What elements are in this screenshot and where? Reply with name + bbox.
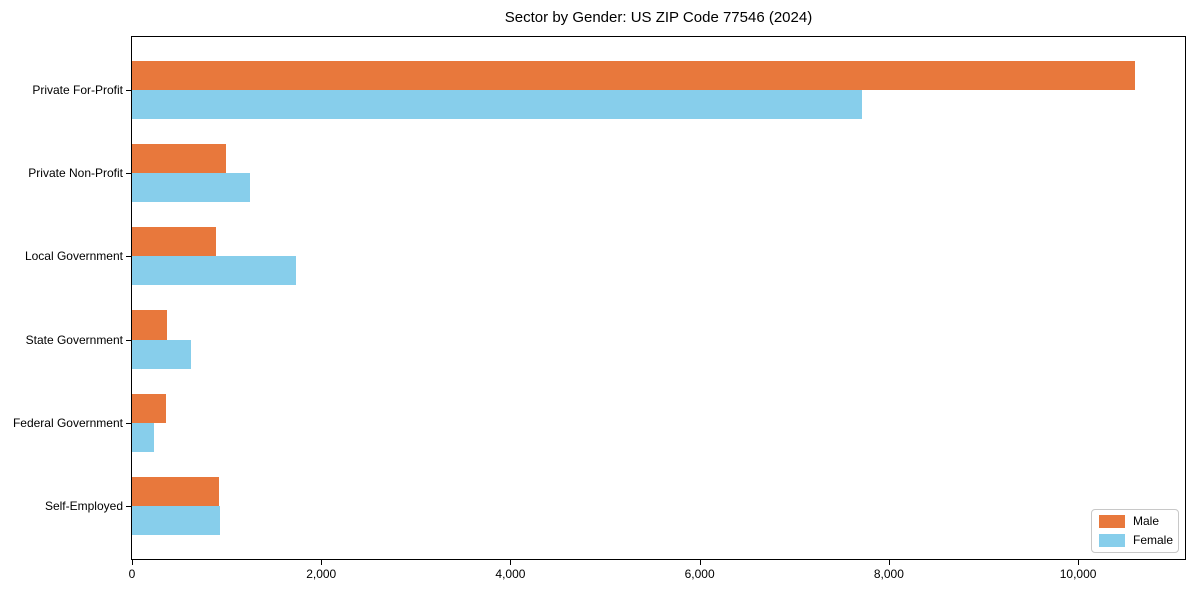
y-tick-mark bbox=[126, 256, 131, 258]
y-tick-mark bbox=[126, 89, 131, 91]
bar-female-federal-government bbox=[132, 422, 154, 452]
bar-male-federal-government bbox=[132, 393, 167, 423]
bar-male-local-government bbox=[132, 227, 217, 257]
y-tick-mark bbox=[126, 422, 131, 424]
bar-female-private-for-profit bbox=[132, 89, 863, 119]
y-axis-category-label: Self-Employed bbox=[44, 499, 123, 514]
bar-female-state-government bbox=[132, 339, 191, 369]
y-axis-category-label: Private For-Profit bbox=[32, 82, 123, 97]
chart-title: Sector by Gender: US ZIP Code 77546 (202… bbox=[504, 9, 813, 26]
y-axis-category-label: Private Non-Profit bbox=[28, 166, 123, 181]
legend: Male Female bbox=[1091, 509, 1179, 553]
x-tick-mark bbox=[1078, 560, 1080, 565]
legend-label-male: Male bbox=[1133, 514, 1160, 529]
y-tick-mark bbox=[126, 506, 131, 508]
y-tick-mark bbox=[126, 339, 131, 341]
legend-swatch-female bbox=[1099, 533, 1125, 547]
x-axis-tick-label: 4,000 bbox=[495, 567, 526, 581]
bar-male-self-employed bbox=[132, 476, 220, 507]
y-tick-mark bbox=[126, 173, 131, 175]
x-tick-mark bbox=[321, 560, 323, 565]
x-axis-tick-label: 10,000 bbox=[1059, 567, 1097, 581]
x-axis-tick-label: 0 bbox=[128, 567, 136, 581]
bar-female-local-government bbox=[132, 256, 296, 286]
bar-male-state-government bbox=[132, 310, 167, 340]
plot-area bbox=[131, 36, 1186, 560]
y-axis-category-label: State Government bbox=[25, 332, 123, 347]
x-axis-tick-label: 8,000 bbox=[873, 567, 904, 581]
bar-male-private-non-profit bbox=[132, 143, 226, 174]
bar-female-private-non-profit bbox=[132, 173, 251, 203]
x-tick-mark bbox=[132, 560, 133, 565]
x-axis-tick-label: 2,000 bbox=[306, 567, 337, 581]
x-tick-mark bbox=[699, 560, 701, 565]
x-tick-mark bbox=[888, 560, 890, 565]
bar-female-self-employed bbox=[132, 506, 220, 536]
x-tick-mark bbox=[510, 560, 512, 565]
y-axis-category-label: Local Government bbox=[24, 249, 123, 264]
bar-male-private-for-profit bbox=[132, 60, 1135, 90]
legend-item-male: Male bbox=[1099, 514, 1178, 529]
y-axis-category-label: Federal Government bbox=[12, 415, 123, 430]
legend-swatch-male bbox=[1099, 515, 1125, 529]
legend-item-female: Female bbox=[1099, 532, 1178, 547]
legend-label-female: Female bbox=[1133, 532, 1174, 547]
x-axis-tick-label: 6,000 bbox=[684, 567, 715, 581]
